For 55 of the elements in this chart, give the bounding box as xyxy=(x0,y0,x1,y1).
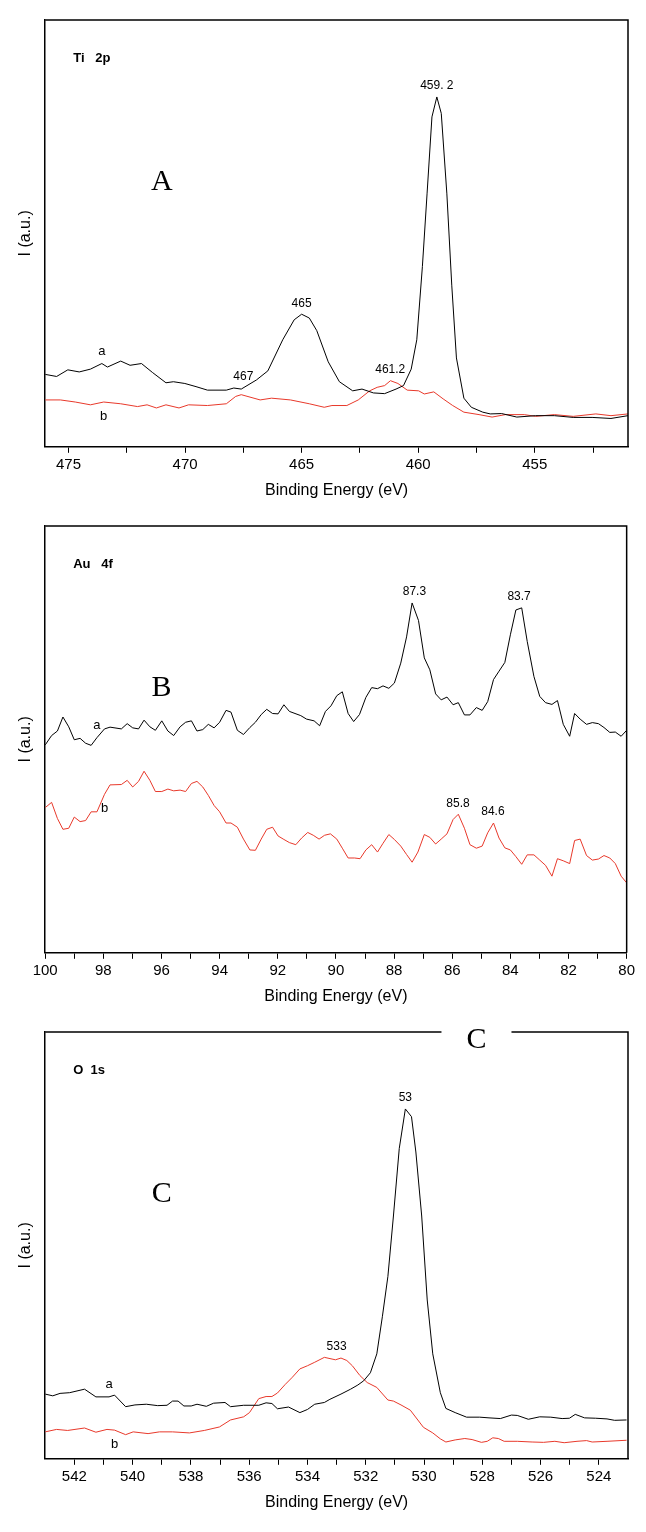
x-tick-label: 88 xyxy=(385,960,403,978)
x-tick-label: 90 xyxy=(327,960,345,978)
annotation: 87.3 xyxy=(402,584,427,599)
annotation: A xyxy=(150,163,173,197)
x-tick-label: 98 xyxy=(95,960,112,978)
series-label: b xyxy=(100,408,108,424)
x-tick-label: 538 xyxy=(178,1466,204,1484)
annotation: 533 xyxy=(326,1338,347,1353)
x-tick-label: 530 xyxy=(411,1466,437,1484)
series-label: b xyxy=(110,1436,119,1452)
x-tick-label: 524 xyxy=(586,1466,612,1484)
x-tick-label: 86 xyxy=(443,960,461,978)
annotation: 465 xyxy=(291,295,312,310)
x-axis-title: Binding Energy (eV) xyxy=(265,480,409,498)
x-tick-label: 455 xyxy=(522,454,548,472)
annotation: 83.7 xyxy=(507,589,532,604)
x-tick-label: 460 xyxy=(405,454,431,472)
x-tick-label: 536 xyxy=(236,1466,262,1484)
x-tick-label: 540 xyxy=(120,1466,146,1484)
series-label: a xyxy=(93,716,102,732)
x-tick-label: 526 xyxy=(528,1466,554,1484)
x-tick-label: 80 xyxy=(618,960,635,978)
x-tick-label: 100 xyxy=(32,960,58,978)
series-label: a xyxy=(98,342,107,358)
annotation: 84.6 xyxy=(481,804,505,819)
x-axis-title: Binding Energy (eV) xyxy=(264,986,408,1004)
y-axis-title: I (a.u.) xyxy=(16,210,34,257)
series-label: a xyxy=(105,1375,114,1391)
x-tick-label: 94 xyxy=(211,960,228,978)
y-axis-title: I (a.u.) xyxy=(16,1222,34,1269)
x-tick-label: 475 xyxy=(56,454,82,472)
text: Ti 2p xyxy=(73,49,111,65)
x-tick-label: 92 xyxy=(269,960,287,978)
x-tick-label: 528 xyxy=(469,1466,495,1484)
annotation: B xyxy=(151,669,172,703)
x-axis-title: Binding Energy (eV) xyxy=(265,1492,409,1510)
text: O 1s xyxy=(73,1061,105,1077)
x-tick-label: 542 xyxy=(61,1466,87,1484)
x-tick-label: 470 xyxy=(172,454,198,472)
annotation: 461.2 xyxy=(375,361,406,376)
series-label: b xyxy=(100,800,109,816)
annotation: 459. 2 xyxy=(420,78,454,93)
x-tick-label: 465 xyxy=(289,454,315,472)
annotation: C xyxy=(151,1175,172,1209)
y-axis-title: I (a.u.) xyxy=(16,716,34,763)
x-tick-label: 534 xyxy=(294,1466,320,1484)
x-tick-label: 96 xyxy=(153,960,170,978)
annotation: 85.8 xyxy=(446,795,471,810)
x-tick-label: 82 xyxy=(560,960,577,978)
annotation: 467 xyxy=(233,369,254,384)
text: C xyxy=(466,1020,487,1054)
text: Au 4f xyxy=(73,555,114,571)
annotation: 53 xyxy=(398,1090,413,1105)
x-tick-label: 532 xyxy=(353,1466,379,1484)
x-tick-label: 84 xyxy=(502,960,519,978)
